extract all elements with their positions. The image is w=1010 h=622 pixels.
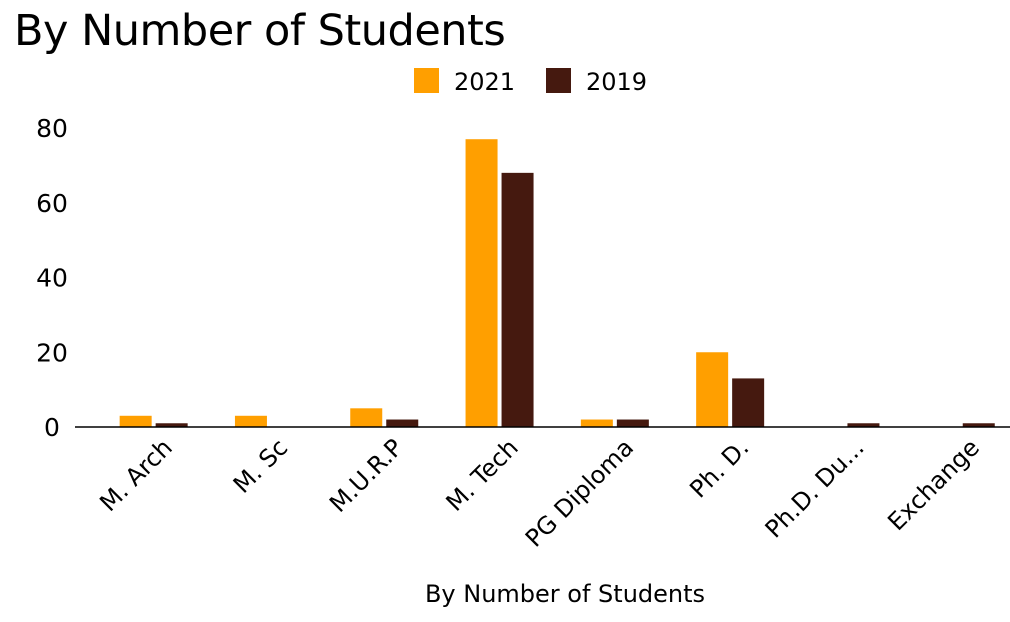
y-tick-label: 60 — [36, 189, 68, 218]
y-tick-label: 40 — [36, 264, 68, 293]
x-tick-label: Ph. D. — [684, 433, 754, 503]
legend-label: 2021 — [454, 68, 515, 96]
legend-swatch-2021 — [414, 68, 439, 93]
x-tick-label: M. Arch — [94, 433, 178, 517]
chart-title: By Number of Students — [14, 6, 506, 56]
bar-2021 — [350, 408, 383, 427]
y-tick-label: 20 — [36, 338, 68, 367]
x-tick-label: M. Sc — [228, 433, 293, 498]
y-tick-label: 80 — [36, 114, 68, 143]
x-tick-label: M. Tech — [441, 433, 524, 516]
bar-2019 — [847, 423, 880, 427]
x-axis-label: By Number of Students — [425, 580, 705, 608]
x-tick-label: PG Diploma — [520, 433, 639, 552]
bar-2019 — [616, 419, 649, 427]
x-tick-label: M.U.R.P — [324, 433, 408, 517]
bar-2019 — [962, 423, 995, 427]
bar-2019 — [501, 172, 534, 427]
x-tick-label: Ph.D. Du... — [760, 433, 870, 543]
bar-2021 — [234, 415, 267, 427]
bar-2021 — [696, 352, 729, 427]
bar-2021 — [465, 139, 498, 427]
legend-swatch-2019 — [546, 68, 571, 93]
y-tick-label: 0 — [44, 413, 60, 442]
legend-label: 2019 — [586, 68, 647, 96]
bar-2019 — [386, 419, 419, 427]
bar-2019 — [732, 378, 765, 427]
bar-2021 — [119, 415, 152, 427]
x-tick-label: Exchange — [882, 433, 985, 536]
bar-2019 — [155, 423, 188, 427]
bar-2021 — [580, 419, 613, 427]
